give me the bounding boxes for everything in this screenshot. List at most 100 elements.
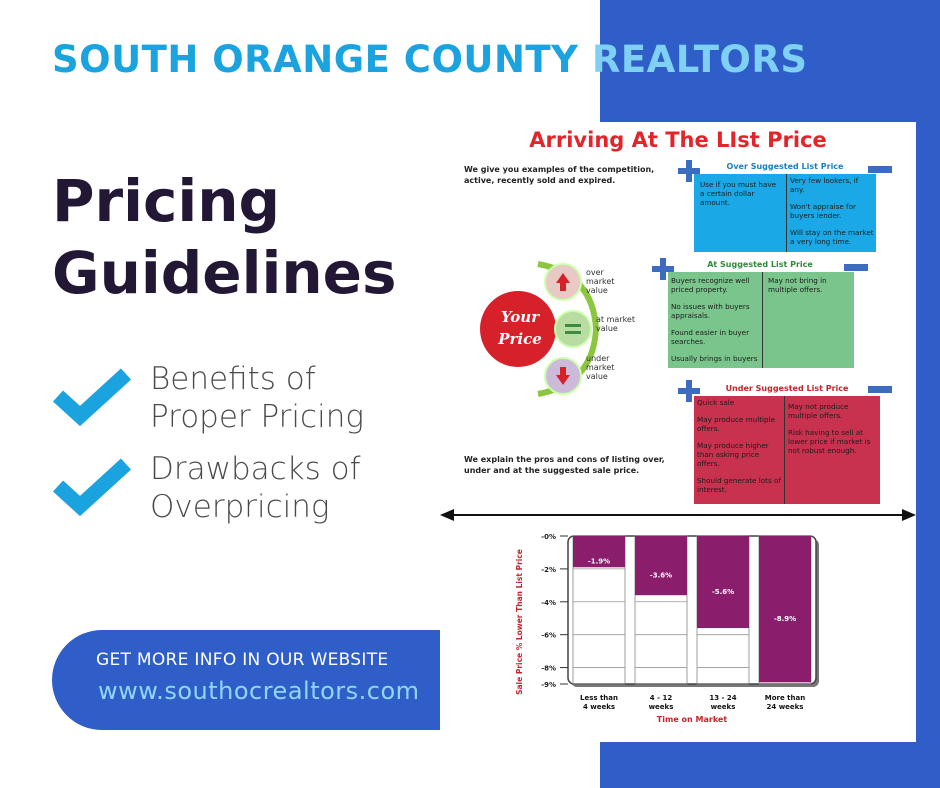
category-label: More than (765, 694, 805, 702)
cta-label: GET MORE INFO IN OUR WEBSITE (96, 650, 389, 670)
category-label: weeks (711, 703, 736, 711)
box-at-right: May not bring in multiple offers. (768, 276, 852, 302)
y-tick-label: -8% (541, 665, 556, 673)
box-under-right: May not produce multiple offers. Risk ha… (788, 402, 878, 463)
box-text: Very few lookers, if any. (790, 176, 859, 194)
y-tick-label: -9% (541, 681, 556, 689)
page-title: Pricing Guidelines (52, 165, 397, 309)
your-price-line: Price (498, 330, 542, 348)
headline-part-1: SOUTH ORANGE COUNTY (52, 38, 579, 81)
double-arrow-icon (440, 509, 916, 521)
box-at-left: Buyers recognize well priced property. N… (671, 276, 759, 371)
bar (697, 536, 749, 629)
bullet-line: Drawbacks of (150, 451, 361, 487)
category-label: Less than (580, 694, 618, 702)
checkmark-icon (52, 368, 132, 426)
equals-icon (565, 324, 581, 327)
document-outro: We explain the pros and cons of listing … (464, 455, 665, 475)
level-text: value (586, 372, 608, 381)
arrow-up-icon (556, 273, 570, 291)
y-tick-label: -6% (541, 632, 556, 640)
pricing-document: Arriving At The LIst Price We give you e… (440, 122, 916, 742)
your-price-line: Your (500, 308, 540, 326)
y-tick-label: -0% (541, 533, 556, 541)
level-text: value (586, 286, 608, 295)
bar (573, 536, 625, 568)
minus-icon (844, 264, 868, 271)
category-label: 13 - 24 (709, 694, 736, 702)
box-text: Found easier in buyer searches. (671, 328, 750, 346)
title-line-1: Pricing (52, 167, 281, 235)
box-under-header: Under Suggested List Price (725, 384, 849, 393)
bar-value-label: -3.6% (650, 572, 672, 580)
box-divider (784, 396, 785, 504)
bullet-line: Overpricing (150, 489, 330, 525)
bar-value-label: -1.9% (588, 558, 610, 566)
category-label: 24 weeks (767, 703, 804, 711)
box-text: Will stay on the market a very long time… (790, 228, 874, 246)
title-line-2: Guidelines (52, 239, 397, 307)
box-text: Usually brings in buyers (671, 354, 758, 363)
document-intro: We give you examples of the competition,… (464, 165, 655, 185)
level-over: over market value (586, 268, 614, 295)
document-title: Arriving At The LIst Price (529, 128, 827, 152)
box-under: Quick sale May produce multiple offers. … (694, 396, 880, 504)
arrow-down-icon (556, 367, 570, 385)
y-axis-label: Sale Price % Lower Than List Price (515, 549, 524, 695)
cta-url-link[interactable]: www.southocrealtors.com (98, 677, 420, 705)
box-over-header: Over Suggested List Price (726, 162, 844, 171)
bullet-drawbacks: Drawbacks of Overpricing (150, 450, 361, 526)
bullet-line: Benefits of (150, 361, 316, 397)
website-cta-button[interactable]: GET MORE INFO IN OUR WEBSITE www.southoc… (52, 630, 490, 730)
box-text: May produce higher than asking price off… (697, 441, 769, 468)
plus-icon (678, 380, 700, 402)
box-text: May not bring in multiple offers. (768, 276, 827, 294)
category-label: weeks (649, 703, 674, 711)
box-divider (762, 272, 763, 368)
your-price-diagram (480, 261, 600, 397)
level-text: over (586, 268, 604, 277)
box-over-left: Use if you must have a certain dollar am… (700, 180, 780, 215)
bullet-benefits: Benefits of Proper Pricing (150, 360, 364, 436)
box-text: Buyers recognize well priced property. (671, 276, 750, 294)
x-axis-label: Time on Market (657, 715, 728, 724)
level-text: at market (596, 315, 635, 324)
level-text: under (586, 354, 610, 363)
box-text: May not produce multiple offers. (788, 402, 849, 420)
box-under-left: Quick sale May produce multiple offers. … (697, 398, 781, 502)
box-at-header: At Suggested List Price (707, 260, 813, 269)
box-text: Quick sale (697, 398, 735, 407)
bar-value-label: -8.9% (774, 615, 796, 623)
level-under: under market value (586, 354, 614, 381)
level-at: at market value (596, 315, 635, 333)
box-text: Won't appraise for buyers lender. (790, 202, 856, 220)
minus-icon (868, 166, 892, 173)
box-at: Buyers recognize well priced property. N… (668, 272, 854, 368)
plus-icon (678, 160, 700, 182)
category-label: 4 - 12 (650, 694, 673, 702)
category-label: 4 weeks (583, 703, 615, 711)
box-divider (786, 174, 787, 252)
box-text: Use if you must have a certain dollar am… (700, 180, 777, 207)
box-over: Use if you must have a certain dollar am… (694, 174, 876, 252)
y-tick-label: -4% (541, 599, 556, 607)
level-text: market (586, 363, 615, 372)
box-text: May produce multiple offers. (697, 415, 776, 433)
box-text: Should generate lots of interest. (697, 476, 781, 494)
plus-icon (652, 258, 674, 280)
level-text: value (596, 324, 618, 333)
brand-headline: SOUTH ORANGE COUNTY REALTORS (52, 38, 808, 81)
chart-plot-area (567, 535, 817, 685)
your-price-label: Your Price (490, 306, 550, 350)
y-tick-label: -2% (541, 566, 556, 574)
checkmark-icon (52, 458, 132, 516)
headline-part-2: REALTORS (591, 38, 808, 81)
box-text: No issues with buyers appraisals. (671, 302, 750, 320)
box-over-right: Very few lookers, if any. Won't appraise… (790, 176, 874, 254)
box-text: Risk having to sell at lower price if ma… (788, 428, 871, 455)
bullet-line: Proper Pricing (150, 399, 364, 435)
minus-icon (868, 386, 892, 393)
bar (635, 536, 687, 596)
bar-value-label: -5.6% (712, 588, 734, 596)
